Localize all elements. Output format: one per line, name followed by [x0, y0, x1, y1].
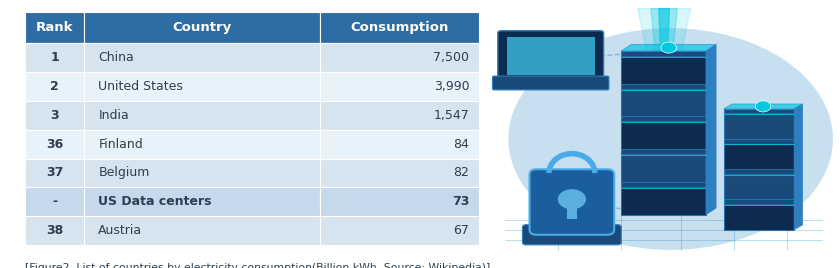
- FancyBboxPatch shape: [320, 216, 479, 245]
- Circle shape: [755, 101, 771, 112]
- FancyBboxPatch shape: [622, 51, 706, 215]
- Text: 84: 84: [454, 137, 470, 151]
- Bar: [622, 154, 706, 182]
- FancyBboxPatch shape: [25, 158, 84, 187]
- FancyBboxPatch shape: [84, 12, 320, 43]
- FancyBboxPatch shape: [25, 72, 84, 101]
- Text: 1,547: 1,547: [433, 109, 470, 122]
- FancyBboxPatch shape: [25, 101, 84, 130]
- FancyBboxPatch shape: [320, 101, 479, 130]
- Text: Country: Country: [172, 21, 232, 34]
- Bar: [567, 202, 577, 219]
- Text: China: China: [98, 51, 134, 64]
- Text: US Data centers: US Data centers: [98, 195, 212, 208]
- Bar: [723, 144, 794, 169]
- FancyBboxPatch shape: [84, 158, 320, 187]
- FancyBboxPatch shape: [320, 12, 479, 43]
- Text: United States: United States: [98, 80, 183, 93]
- FancyBboxPatch shape: [320, 43, 479, 72]
- FancyBboxPatch shape: [84, 101, 320, 130]
- Ellipse shape: [508, 28, 833, 250]
- FancyBboxPatch shape: [320, 158, 479, 187]
- FancyBboxPatch shape: [25, 12, 84, 43]
- Text: Finland: Finland: [98, 137, 143, 151]
- Text: 2: 2: [50, 80, 59, 93]
- Bar: [622, 121, 706, 149]
- Text: Belgium: Belgium: [98, 166, 150, 180]
- Bar: [507, 37, 595, 75]
- Text: 7,500: 7,500: [433, 51, 470, 64]
- Text: 36: 36: [46, 137, 63, 151]
- Bar: [723, 174, 794, 199]
- Polygon shape: [622, 44, 716, 51]
- Text: India: India: [98, 109, 129, 122]
- FancyBboxPatch shape: [25, 130, 84, 158]
- Text: 73: 73: [452, 195, 470, 208]
- Text: 3,990: 3,990: [433, 80, 470, 93]
- Bar: [622, 187, 706, 215]
- FancyBboxPatch shape: [320, 72, 479, 101]
- Text: Rank: Rank: [36, 21, 73, 34]
- Bar: [723, 204, 794, 230]
- FancyBboxPatch shape: [529, 169, 614, 235]
- Bar: [622, 56, 706, 84]
- Text: Consumption: Consumption: [350, 21, 449, 34]
- FancyBboxPatch shape: [84, 72, 320, 101]
- Text: 67: 67: [454, 224, 470, 237]
- Bar: [723, 113, 794, 139]
- Bar: [622, 88, 706, 116]
- FancyBboxPatch shape: [84, 216, 320, 245]
- FancyBboxPatch shape: [84, 43, 320, 72]
- Text: [Figure2. List of countries by electricity consumption(Billion kWh, Source: Wiki: [Figure2. List of countries by electrici…: [25, 263, 491, 268]
- FancyBboxPatch shape: [522, 225, 622, 245]
- Polygon shape: [794, 104, 802, 230]
- Text: Austria: Austria: [98, 224, 143, 237]
- Text: 1: 1: [50, 51, 59, 64]
- FancyBboxPatch shape: [498, 31, 604, 81]
- Text: 3: 3: [50, 109, 59, 122]
- FancyBboxPatch shape: [320, 130, 479, 158]
- Text: 37: 37: [46, 166, 63, 180]
- Text: 38: 38: [46, 224, 63, 237]
- FancyBboxPatch shape: [723, 109, 794, 230]
- Polygon shape: [706, 44, 716, 215]
- Circle shape: [558, 189, 586, 209]
- Circle shape: [661, 42, 676, 53]
- FancyBboxPatch shape: [84, 130, 320, 158]
- Text: -: -: [52, 195, 57, 208]
- Polygon shape: [723, 104, 802, 109]
- FancyBboxPatch shape: [84, 187, 320, 216]
- FancyBboxPatch shape: [25, 216, 84, 245]
- Text: 82: 82: [454, 166, 470, 180]
- FancyBboxPatch shape: [320, 187, 479, 216]
- FancyBboxPatch shape: [492, 76, 609, 90]
- FancyBboxPatch shape: [25, 187, 84, 216]
- FancyBboxPatch shape: [25, 43, 84, 72]
